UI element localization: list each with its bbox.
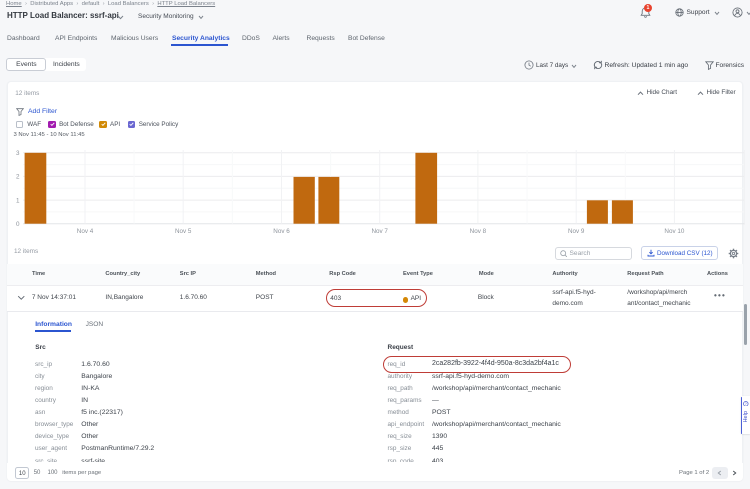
svg-text:Nov 4: Nov 4 (77, 228, 94, 235)
svg-text:Nov 7: Nov 7 (371, 228, 388, 235)
svg-text:3: 3 (16, 150, 20, 157)
svg-text:?: ? (745, 402, 747, 406)
svg-text:Nov 9: Nov 9 (568, 228, 585, 235)
svg-text:Nov 5: Nov 5 (175, 228, 192, 235)
svg-text:2: 2 (16, 174, 20, 181)
svg-text:Nov 8: Nov 8 (470, 228, 487, 235)
svg-text:Nov 6: Nov 6 (273, 228, 290, 235)
svg-text:0: 0 (16, 221, 20, 228)
svg-text:Nov 10: Nov 10 (664, 228, 684, 235)
svg-text:1: 1 (16, 197, 20, 204)
